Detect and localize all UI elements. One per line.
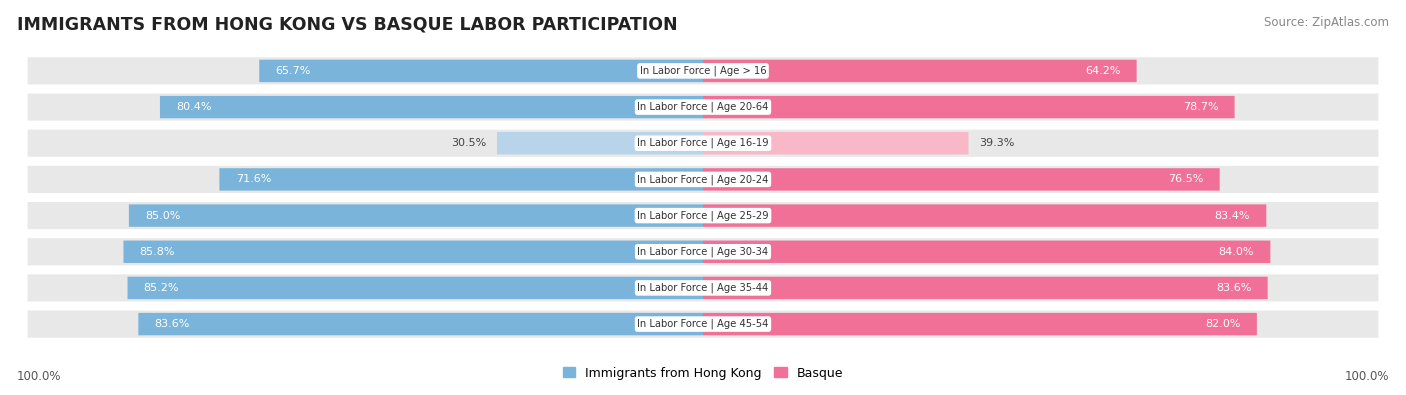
Text: 71.6%: 71.6% (236, 175, 271, 184)
Text: 78.7%: 78.7% (1182, 102, 1219, 112)
Text: 85.0%: 85.0% (145, 211, 180, 220)
FancyBboxPatch shape (703, 168, 1219, 191)
FancyBboxPatch shape (138, 313, 703, 335)
Text: 84.0%: 84.0% (1219, 247, 1254, 257)
FancyBboxPatch shape (496, 132, 703, 154)
Text: In Labor Force | Age 35-44: In Labor Force | Age 35-44 (637, 283, 769, 293)
Legend: Immigrants from Hong Kong, Basque: Immigrants from Hong Kong, Basque (558, 362, 848, 385)
FancyBboxPatch shape (703, 241, 1271, 263)
FancyBboxPatch shape (28, 94, 1378, 120)
Text: In Labor Force | Age 45-54: In Labor Force | Age 45-54 (637, 319, 769, 329)
Text: In Labor Force | Age > 16: In Labor Force | Age > 16 (640, 66, 766, 76)
Text: 100.0%: 100.0% (17, 370, 62, 383)
Text: In Labor Force | Age 25-29: In Labor Force | Age 25-29 (637, 210, 769, 221)
Text: IMMIGRANTS FROM HONG KONG VS BASQUE LABOR PARTICIPATION: IMMIGRANTS FROM HONG KONG VS BASQUE LABO… (17, 16, 678, 34)
Text: 83.4%: 83.4% (1215, 211, 1250, 220)
Text: 82.0%: 82.0% (1205, 319, 1240, 329)
FancyBboxPatch shape (128, 277, 703, 299)
FancyBboxPatch shape (28, 166, 1378, 193)
Text: 83.6%: 83.6% (1216, 283, 1251, 293)
Text: Source: ZipAtlas.com: Source: ZipAtlas.com (1264, 16, 1389, 29)
FancyBboxPatch shape (703, 60, 1136, 82)
Text: 65.7%: 65.7% (276, 66, 311, 76)
Text: 64.2%: 64.2% (1085, 66, 1121, 76)
FancyBboxPatch shape (703, 96, 1234, 118)
FancyBboxPatch shape (28, 238, 1378, 265)
FancyBboxPatch shape (703, 313, 1257, 335)
FancyBboxPatch shape (703, 132, 969, 154)
FancyBboxPatch shape (28, 130, 1378, 157)
Text: In Labor Force | Age 20-24: In Labor Force | Age 20-24 (637, 174, 769, 185)
FancyBboxPatch shape (124, 241, 703, 263)
FancyBboxPatch shape (28, 202, 1378, 229)
Text: 76.5%: 76.5% (1168, 175, 1204, 184)
Text: In Labor Force | Age 16-19: In Labor Force | Age 16-19 (637, 138, 769, 149)
FancyBboxPatch shape (129, 204, 703, 227)
Text: 100.0%: 100.0% (1344, 370, 1389, 383)
Text: 85.2%: 85.2% (143, 283, 179, 293)
FancyBboxPatch shape (28, 275, 1378, 301)
Text: 83.6%: 83.6% (155, 319, 190, 329)
FancyBboxPatch shape (259, 60, 703, 82)
FancyBboxPatch shape (28, 57, 1378, 85)
FancyBboxPatch shape (703, 277, 1268, 299)
Text: 39.3%: 39.3% (979, 138, 1015, 148)
FancyBboxPatch shape (703, 204, 1267, 227)
FancyBboxPatch shape (28, 310, 1378, 338)
Text: 30.5%: 30.5% (451, 138, 486, 148)
FancyBboxPatch shape (219, 168, 703, 191)
Text: 80.4%: 80.4% (176, 102, 212, 112)
Text: 85.8%: 85.8% (139, 247, 176, 257)
Text: In Labor Force | Age 20-64: In Labor Force | Age 20-64 (637, 102, 769, 112)
FancyBboxPatch shape (160, 96, 703, 118)
Text: In Labor Force | Age 30-34: In Labor Force | Age 30-34 (637, 246, 769, 257)
